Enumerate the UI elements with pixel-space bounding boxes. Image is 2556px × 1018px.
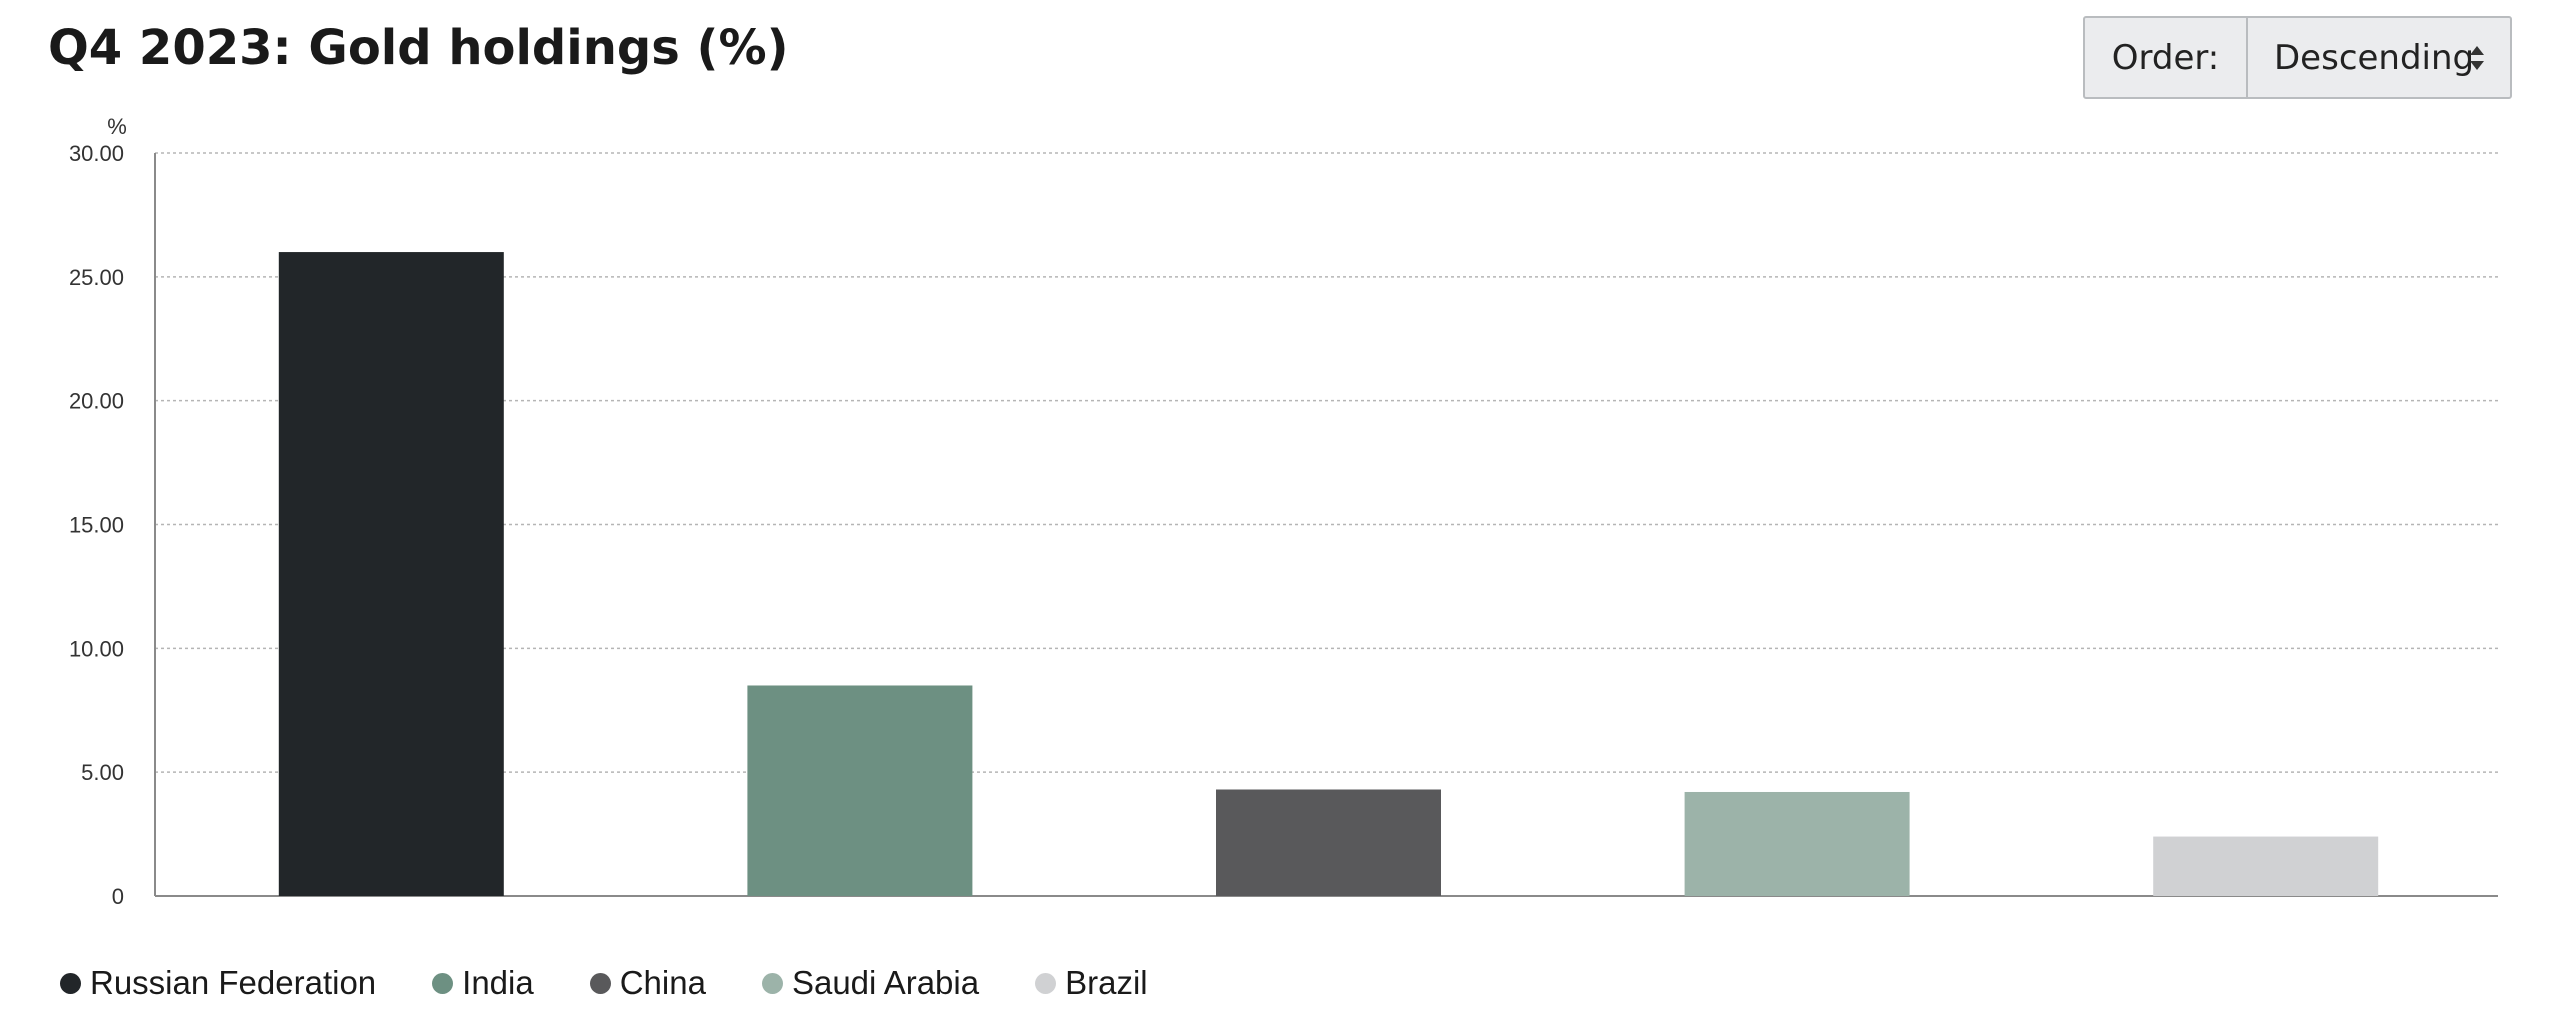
y-tick-label: 10.00 (69, 636, 124, 661)
bar-brazil (2153, 836, 2379, 896)
bar-china (1216, 789, 1441, 896)
legend-label: China (619, 964, 706, 1001)
y-tick-label: 30.00 (69, 141, 124, 166)
order-select[interactable]: Descending (2248, 18, 2510, 97)
legend-swatch (589, 972, 611, 994)
legend-label: Russian Federation (90, 964, 377, 1001)
bar-saudi-arabia (1684, 791, 1910, 896)
legend-item[interactable]: Saudi Arabia (761, 964, 980, 1002)
legend-swatch (432, 972, 454, 994)
legend-item[interactable]: Russian Federation (60, 964, 376, 1002)
y-tick-label: 25.00 (69, 265, 124, 290)
y-axis-unit-label: % (107, 114, 127, 139)
bar-india (747, 685, 973, 896)
legend-item[interactable]: China (589, 964, 706, 1002)
legend-item[interactable]: Brazil (1035, 964, 1148, 1002)
legend-swatch (1035, 972, 1057, 994)
sort-caret-icon (2470, 45, 2484, 70)
order-label: Order: (2085, 18, 2248, 97)
y-tick-label: 0 (112, 884, 124, 909)
legend-swatch (60, 972, 81, 994)
y-tick-label: 20.00 (69, 389, 124, 414)
legend-label: India (462, 964, 534, 1001)
bar-russian-federation (278, 252, 504, 897)
bar-chart: 0 5.00 10.00 15.00 20.00 25.00 30.00% (69, 114, 2498, 909)
legend-label: Brazil (1065, 964, 1148, 1001)
legend-swatch (761, 972, 783, 994)
order-selected-value: Descending (2274, 37, 2475, 78)
y-tick-label: 15.00 (69, 513, 124, 538)
chart-legend: Russian Federation India China Saudi Arabia… (60, 964, 1204, 1002)
y-tick-label: 5.00 (81, 760, 124, 785)
order-control: Order: Descending (2083, 16, 2512, 99)
legend-item[interactable]: India (432, 964, 534, 1002)
chart-title: Q4 2023: Gold holdings (%) (48, 20, 789, 76)
legend-label: Saudi Arabia (791, 964, 980, 1001)
